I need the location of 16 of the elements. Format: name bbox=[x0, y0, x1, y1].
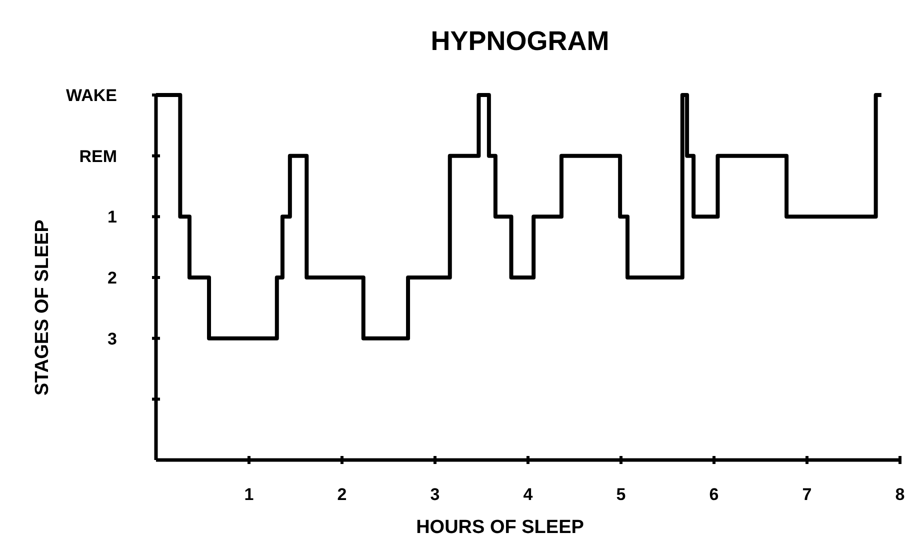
y-tick-label: 1 bbox=[108, 208, 117, 227]
y-tick-label: WAKE bbox=[66, 86, 117, 105]
x-tick-label: 3 bbox=[430, 485, 440, 504]
x-tick-label: 8 bbox=[895, 485, 905, 504]
x-tick-label: 6 bbox=[709, 485, 719, 504]
x-tick-label: 7 bbox=[802, 485, 812, 504]
x-tick-label: 5 bbox=[616, 485, 626, 504]
y-axis-title: STAGES OF SLEEP bbox=[32, 219, 53, 396]
x-axis-title: HOURS OF SLEEP bbox=[416, 517, 584, 538]
chart-title: HYPNOGRAM bbox=[430, 26, 610, 56]
y-tick-label: 2 bbox=[108, 268, 117, 288]
x-tick-label: 2 bbox=[337, 485, 347, 504]
x-tick-label: 4 bbox=[523, 485, 534, 504]
x-tick-label: 1 bbox=[244, 485, 254, 504]
y-tick-label: 3 bbox=[108, 329, 117, 348]
y-tick-label: REM bbox=[79, 146, 117, 166]
